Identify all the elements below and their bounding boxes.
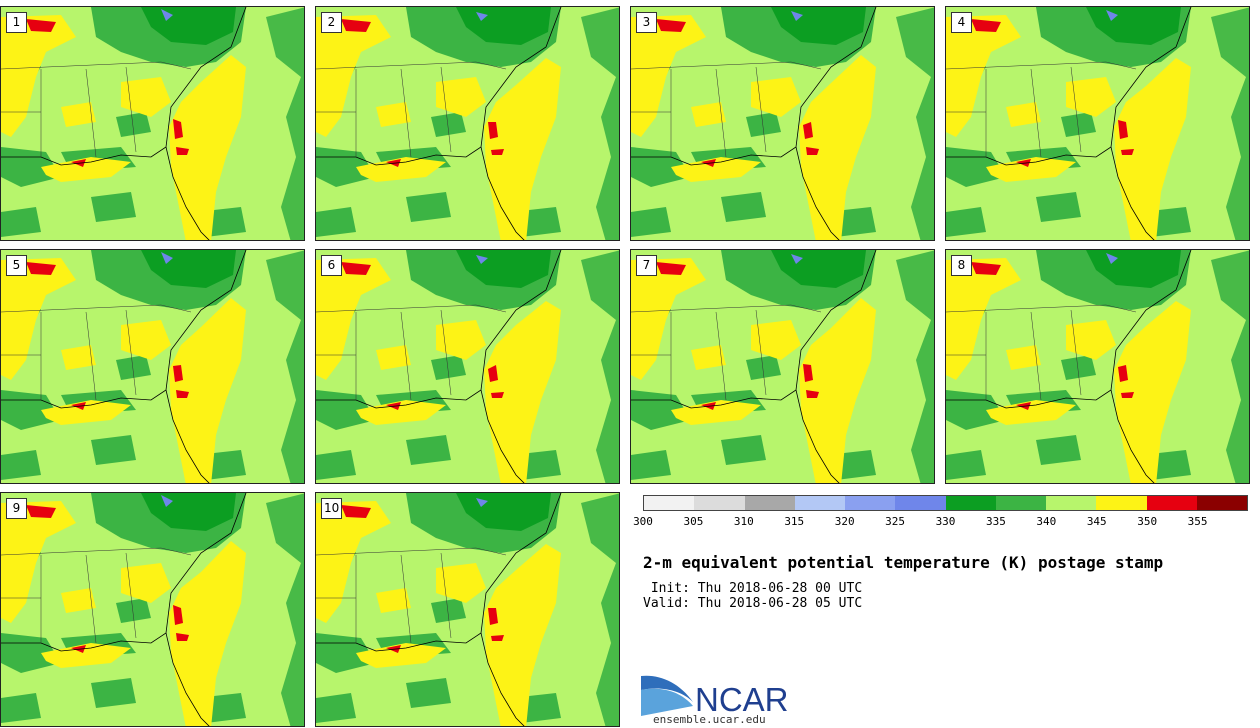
ncar-logo: NCAR <box>641 675 789 716</box>
plot-title: 2-m equivalent potential temperature (K)… <box>643 553 1164 572</box>
valid-time: Valid: Thu 2018-06-28 05 UTC <box>643 596 863 611</box>
colorbar-tick-label: 325 <box>885 515 906 528</box>
colorbar-tick-label: 320 <box>834 515 855 528</box>
colorbar-swatch <box>694 496 745 510</box>
member-map-panel: 9 <box>0 492 305 727</box>
member-number-label: 3 <box>636 12 657 33</box>
member-map-panel: 5 <box>0 249 305 484</box>
member-number-label: 9 <box>6 498 27 519</box>
colorbar-ticks: 300 305 310 315 320 325 330 335 340 345 350 355 <box>633 515 1248 531</box>
colorbar-swatch <box>1146 496 1197 510</box>
colorbar-tick-label: 345 <box>1086 515 1107 528</box>
colorbar-tick-label: 335 <box>985 515 1006 528</box>
member-map-panel: 1 <box>0 6 305 241</box>
member-number-label: 2 <box>321 12 342 33</box>
colorbar-swatch <box>1196 496 1247 510</box>
member-number-label: 1 <box>6 12 27 33</box>
init-time: Init: Thu 2018-06-28 00 UTC <box>643 581 863 596</box>
member-map-panel: 7 <box>630 249 935 484</box>
colorbar-tick-label: 330 <box>935 515 956 528</box>
ncar-logo-swoosh-icon <box>641 675 693 716</box>
member-map-panel: 4 <box>945 6 1250 241</box>
member-number-label: 5 <box>6 255 27 276</box>
member-map-panel: 8 <box>945 249 1250 484</box>
colorbar-swatch <box>794 496 845 510</box>
site-url: ensemble.ucar.edu <box>653 713 766 726</box>
colorbar-swatch <box>895 496 946 510</box>
member-number-label: 8 <box>951 255 972 276</box>
member-map-panel: 6 <box>315 249 620 484</box>
member-map-panel: 2 <box>315 6 620 241</box>
colorbar-swatch <box>995 496 1046 510</box>
colorbar-tick-label: 355 <box>1187 515 1208 528</box>
colorbar-swatch <box>1046 496 1097 510</box>
colorbar <box>643 495 1248 511</box>
colorbar-tick-label: 340 <box>1036 515 1057 528</box>
member-number-label: 7 <box>636 255 657 276</box>
colorbar-tick-label: 300 <box>633 515 653 528</box>
member-map-panel: 3 <box>630 6 935 241</box>
member-number-label: 4 <box>951 12 972 33</box>
member-number-label: 10 <box>321 498 343 519</box>
logo-text: NCAR <box>695 681 789 716</box>
colorbar-swatch <box>845 496 896 510</box>
colorbar-swatch <box>945 496 996 510</box>
member-map-panel: 10 <box>315 492 620 727</box>
colorbar-swatch <box>744 496 795 510</box>
colorbar-tick-label: 350 <box>1137 515 1158 528</box>
member-number-label: 6 <box>321 255 342 276</box>
colorbar-tick-label: 315 <box>784 515 805 528</box>
colorbar-swatch <box>1096 496 1147 510</box>
colorbar-tick-label: 305 <box>683 515 704 528</box>
colorbar-swatch <box>644 496 695 510</box>
colorbar-tick-label: 310 <box>733 515 754 528</box>
